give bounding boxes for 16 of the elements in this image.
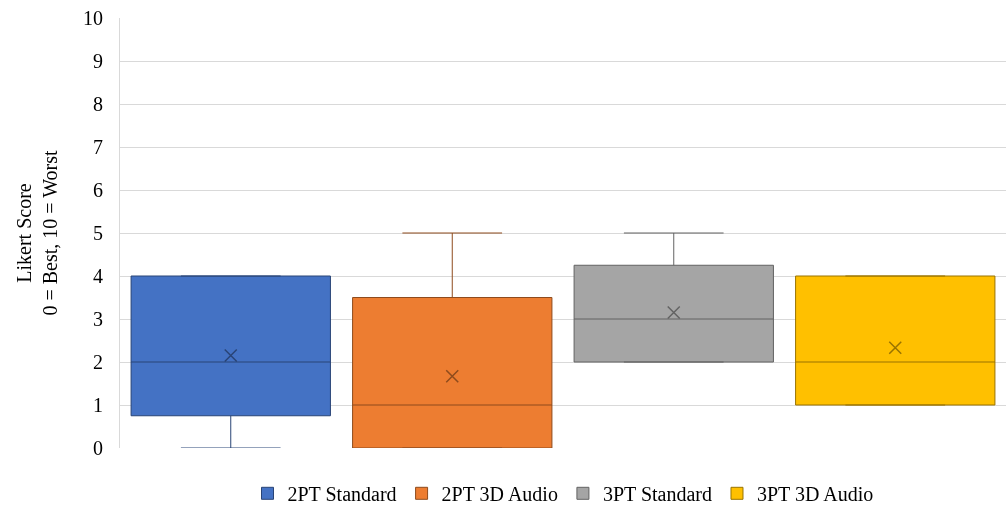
y-tick-label: 4 [93,265,103,287]
y-tick-label: 6 [93,179,103,201]
legend-label: 3PT 3D Audio [756,483,874,506]
y-tick-label: 10 [83,7,103,29]
y-tick-label: 5 [93,222,103,244]
legend-label: 2PT 3D Audio [441,483,558,506]
y-tick-label: 2 [93,351,103,373]
y-tick-label: 7 [93,136,103,158]
y-tick-label: 3 [93,308,103,330]
y-tick-label: 8 [93,93,103,115]
y-tick-label: 1 [93,394,103,416]
legend-label: 3PT Standard [602,483,712,506]
legend-label: 2PT Standard [287,483,397,506]
y-tick-label: 9 [93,50,103,72]
y-tick-label: 0 [93,437,103,459]
y-axis-title: Likert Score 0 = Best, 10 = Worst [12,150,61,316]
